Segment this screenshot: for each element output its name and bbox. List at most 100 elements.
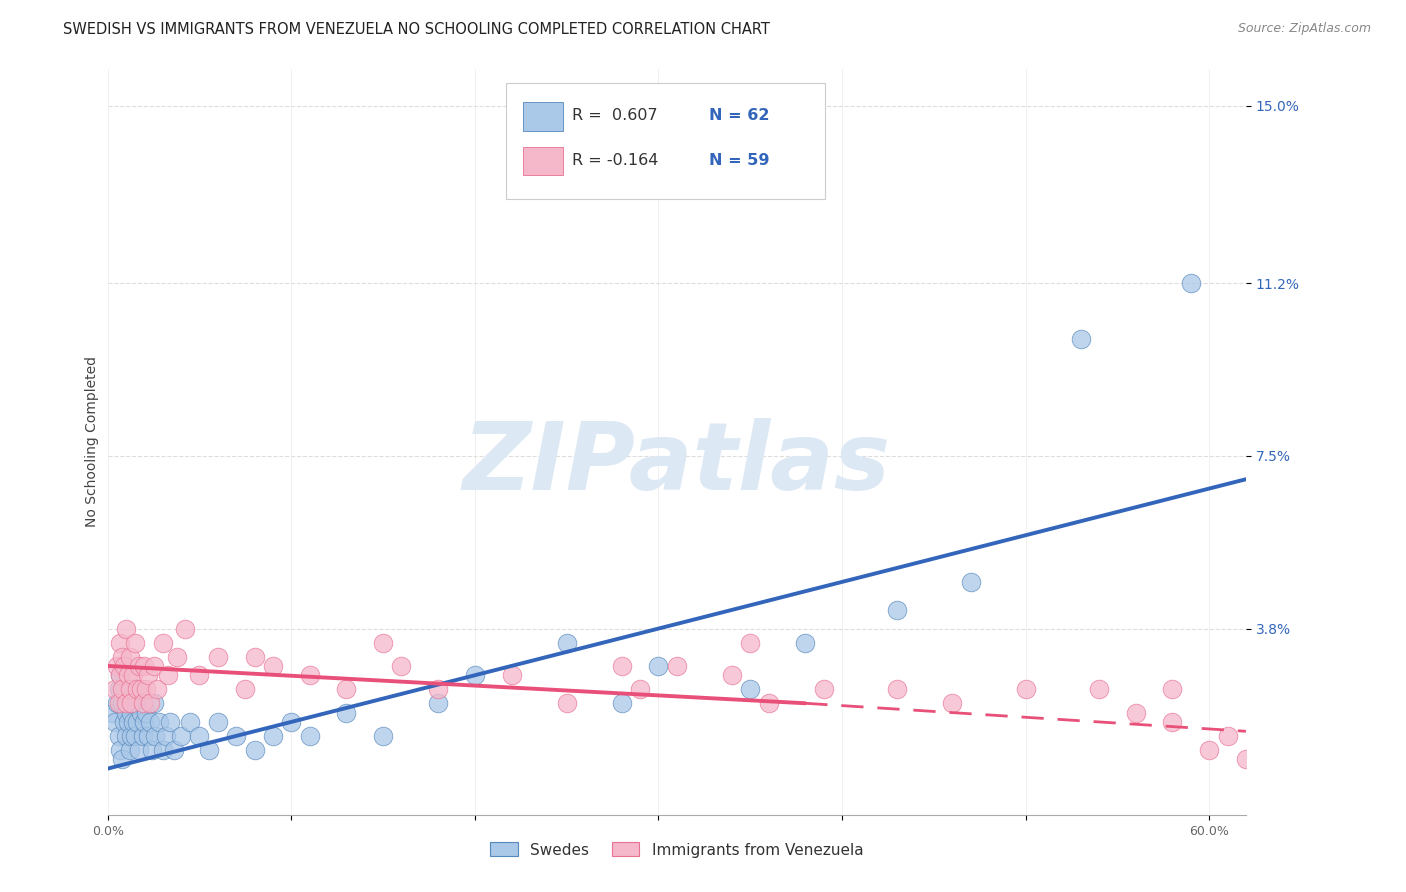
Point <box>118 743 141 757</box>
Point <box>118 682 141 697</box>
Point <box>610 696 633 710</box>
Point <box>501 668 523 682</box>
Point <box>886 603 908 617</box>
Point <box>628 682 651 697</box>
Point <box>464 668 486 682</box>
Point <box>131 696 153 710</box>
FancyBboxPatch shape <box>523 102 562 130</box>
Point <box>298 668 321 682</box>
Point <box>111 649 134 664</box>
Y-axis label: No Schooling Completed: No Schooling Completed <box>86 357 100 527</box>
Point <box>207 649 229 664</box>
Text: N = 62: N = 62 <box>709 108 769 123</box>
Point <box>121 729 143 743</box>
Point <box>122 714 145 729</box>
Point <box>721 668 744 682</box>
Point <box>107 696 129 710</box>
Point <box>134 659 156 673</box>
Point <box>117 714 139 729</box>
Point <box>115 729 138 743</box>
Point <box>740 682 762 697</box>
Point <box>280 714 302 729</box>
Point <box>125 714 148 729</box>
Point <box>128 659 150 673</box>
Point <box>166 649 188 664</box>
Point <box>1234 752 1257 766</box>
Point <box>139 696 162 710</box>
Point <box>135 706 157 720</box>
Point <box>112 659 135 673</box>
Point <box>262 729 284 743</box>
Point <box>124 696 146 710</box>
Text: R = -0.164: R = -0.164 <box>572 153 658 168</box>
Point <box>371 635 394 649</box>
Point <box>371 729 394 743</box>
Point <box>136 668 159 682</box>
Point <box>134 714 156 729</box>
Text: ZIPatlas: ZIPatlas <box>463 418 891 510</box>
Point <box>107 729 129 743</box>
Point <box>941 696 963 710</box>
Point <box>1070 332 1092 346</box>
Point <box>555 635 578 649</box>
Point <box>148 714 170 729</box>
Point <box>152 743 174 757</box>
Text: N = 59: N = 59 <box>709 153 769 168</box>
Point <box>112 714 135 729</box>
Point <box>142 659 165 673</box>
Point <box>136 729 159 743</box>
Point <box>110 668 132 682</box>
Point <box>173 622 195 636</box>
Point <box>105 659 128 673</box>
Text: SWEDISH VS IMMIGRANTS FROM VENEZUELA NO SCHOOLING COMPLETED CORRELATION CHART: SWEDISH VS IMMIGRANTS FROM VENEZUELA NO … <box>63 22 770 37</box>
Point <box>1161 682 1184 697</box>
Point <box>110 743 132 757</box>
FancyBboxPatch shape <box>506 84 825 199</box>
Point <box>155 729 177 743</box>
Point <box>107 682 129 697</box>
Point <box>117 696 139 710</box>
Point <box>335 706 357 720</box>
Point <box>1125 706 1147 720</box>
Point <box>145 729 167 743</box>
Point <box>740 635 762 649</box>
Point <box>207 714 229 729</box>
Point <box>146 682 169 697</box>
Point <box>243 743 266 757</box>
FancyBboxPatch shape <box>523 147 562 176</box>
Point <box>128 743 150 757</box>
Text: R =  0.607: R = 0.607 <box>572 108 658 123</box>
Point <box>124 635 146 649</box>
Point <box>794 635 817 649</box>
Point <box>118 649 141 664</box>
Point <box>1216 729 1239 743</box>
Point <box>1088 682 1111 697</box>
Point <box>139 714 162 729</box>
Point <box>163 743 186 757</box>
Point <box>188 729 211 743</box>
Point <box>179 714 201 729</box>
Point <box>233 682 256 697</box>
Point <box>135 682 157 697</box>
Legend: Swedes, Immigrants from Venezuela: Swedes, Immigrants from Venezuela <box>484 837 869 863</box>
Point <box>389 659 412 673</box>
Point <box>427 682 450 697</box>
Point <box>610 659 633 673</box>
Point <box>129 706 152 720</box>
Point <box>647 659 669 673</box>
Point <box>886 682 908 697</box>
Point <box>225 729 247 743</box>
Point <box>813 682 835 697</box>
Point <box>101 706 124 720</box>
Point <box>1180 277 1202 291</box>
Point <box>243 649 266 664</box>
Point <box>758 696 780 710</box>
Point <box>129 682 152 697</box>
Point <box>427 696 450 710</box>
Point <box>105 696 128 710</box>
Point <box>157 668 180 682</box>
Point <box>110 635 132 649</box>
Point <box>152 635 174 649</box>
Point <box>141 743 163 757</box>
Point <box>111 682 134 697</box>
